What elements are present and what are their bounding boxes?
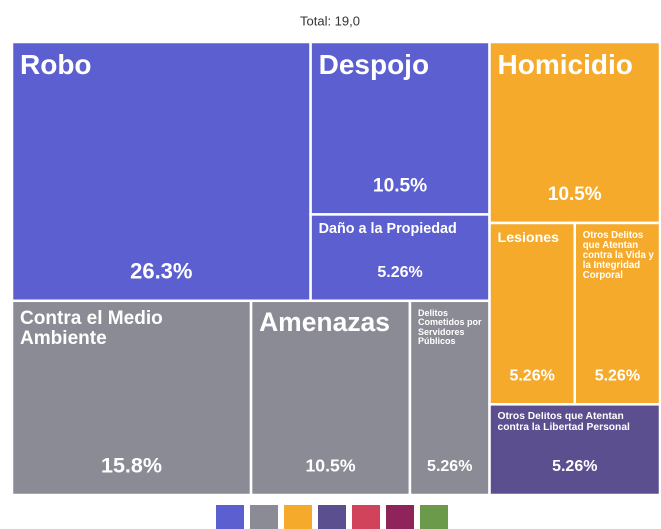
cell-label-box: Daño a la Propiedad (318, 222, 457, 238)
treemap-cell (488, 40, 661, 225)
cell-label-box: Despojo (318, 50, 430, 80)
treemap-cell (309, 40, 491, 216)
cell-label: Daño a la Propiedad (318, 222, 457, 238)
cell-value: 10.5% (548, 184, 602, 205)
cell-label: Delitos Cometidos por Servidores Público… (417, 308, 482, 347)
cell-label-box: Otros Delitos que Atentan contra la Vida… (582, 230, 654, 282)
cell-label: Contra el Medio Ambiente (20, 308, 163, 349)
legend-swatch[interactable] (216, 505, 244, 529)
legend-swatch[interactable] (250, 505, 278, 529)
legend-swatch[interactable] (284, 505, 312, 529)
cell-value: 5.26% (377, 264, 422, 281)
legend-swatch[interactable] (420, 505, 448, 529)
cell-label-box: Otros Delitos que Atentan contra la Libe… (497, 412, 630, 434)
cell-value: 5.26% (552, 458, 597, 475)
chart-title: Total: 19,0 (300, 13, 360, 28)
cell-value: 26.3% (130, 259, 192, 284)
cell-label-box: Robo (20, 50, 92, 80)
cell-label-box: Delitos Cometidos por Servidores Público… (417, 308, 482, 347)
cell-label: Robo (20, 50, 92, 80)
treemap-cell (10, 40, 312, 303)
cell-label-box: Lesiones (497, 230, 560, 246)
cell-label: Otros Delitos que Atentan contra la Libe… (497, 412, 630, 434)
cell-label: Amenazas (259, 308, 390, 337)
cell-label: Despojo (318, 50, 430, 80)
cell-value: 10.5% (373, 175, 427, 196)
cell-value: 15.8% (101, 453, 162, 478)
cell-label-box: Homicidio (497, 50, 633, 80)
cell-label: Otros Delitos que Atentan contra la Vida… (582, 230, 654, 282)
cell-value: 5.26% (427, 458, 472, 475)
legend-swatch[interactable] (318, 505, 346, 529)
cell-value: 5.26% (509, 368, 554, 385)
cell-label: Lesiones (497, 230, 560, 246)
cell-label: Homicidio (497, 50, 633, 80)
treemap-cell (488, 403, 661, 497)
legend-swatch[interactable] (352, 505, 380, 529)
treemap-cell (249, 299, 412, 497)
treemap-cell (10, 299, 253, 497)
cell-label-box: Amenazas (259, 308, 390, 337)
cell-value: 10.5% (305, 456, 355, 476)
cell-value: 5.26% (595, 368, 640, 385)
cell-label-box: Contra el Medio Ambiente (20, 308, 163, 349)
legend-swatch[interactable] (386, 505, 414, 529)
treemap-cell (573, 221, 661, 406)
treemap-cell (408, 299, 491, 497)
